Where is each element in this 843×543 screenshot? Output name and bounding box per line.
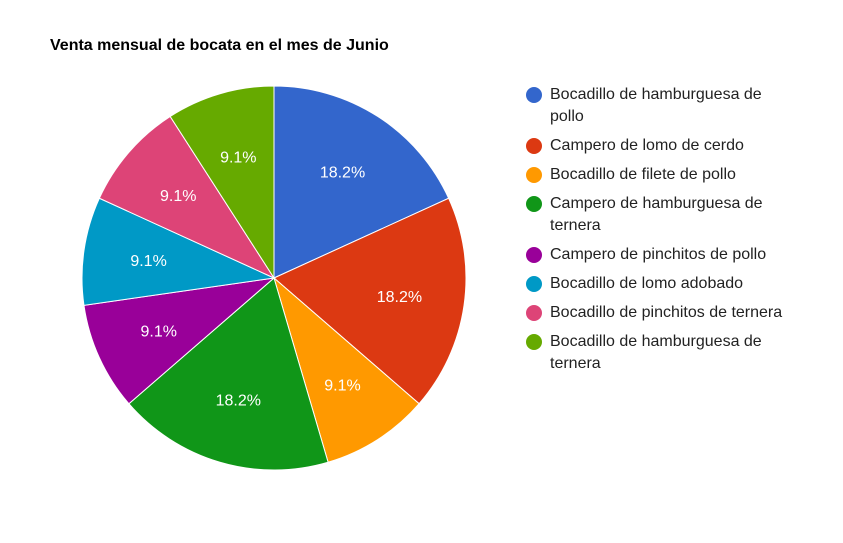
pie-slice-3 bbox=[273, 276, 420, 463]
chart-legend: Bocadillo de hamburguesa de pollo Campero… bbox=[526, 84, 796, 382]
pie-slice-5 bbox=[83, 277, 276, 405]
legend-label: Bocadillo de hamburguesa de ternera bbox=[550, 333, 762, 372]
slice-value-label: 18.2% bbox=[216, 393, 261, 410]
legend-swatch bbox=[526, 196, 542, 212]
legend-swatch bbox=[526, 247, 542, 263]
slice-value-label: 18.2% bbox=[320, 164, 365, 181]
legend-item: Bocadillo de pinchitos de ternera bbox=[526, 302, 796, 324]
legend-swatch bbox=[526, 334, 542, 350]
legend-label: Campero de lomo de cerdo bbox=[550, 137, 744, 154]
legend-swatch bbox=[526, 276, 542, 292]
pie-slice-8 bbox=[169, 85, 275, 280]
pie-slice-1 bbox=[273, 85, 450, 279]
slice-value-label: 9.1% bbox=[220, 149, 256, 166]
legend-item: Bocadillo de hamburguesa de pollo bbox=[526, 84, 796, 128]
legend-label: Bocadillo de hamburguesa de pollo bbox=[550, 86, 762, 125]
legend-swatch bbox=[526, 138, 542, 154]
legend-item: Bocadillo de hamburguesa de ternera bbox=[526, 331, 796, 375]
pie-slice-4 bbox=[128, 277, 329, 471]
legend-label: Bocadillo de filete de pollo bbox=[550, 166, 736, 183]
chart-title: Venta mensual de bocata en el mes de Jun… bbox=[50, 37, 389, 54]
legend-swatch bbox=[526, 87, 542, 103]
legend-label: Campero de hamburguesa de ternera bbox=[550, 195, 763, 234]
legend-item: Campero de pinchitos de pollo bbox=[526, 244, 796, 266]
slice-value-label: 9.1% bbox=[130, 253, 166, 270]
legend-swatch bbox=[526, 167, 542, 183]
legend-item: Campero de hamburguesa de ternera bbox=[526, 193, 796, 237]
slice-value-label: 9.1% bbox=[140, 324, 176, 341]
legend-item: Bocadillo de filete de pollo bbox=[526, 164, 796, 186]
slice-value-label: 9.1% bbox=[324, 378, 360, 395]
legend-label: Campero de pinchitos de pollo bbox=[550, 246, 767, 263]
pie-slice-7 bbox=[98, 115, 276, 280]
pie-slice-6 bbox=[81, 197, 276, 306]
slice-value-label: 18.2% bbox=[377, 289, 422, 306]
legend-item: Campero de lomo de cerdo bbox=[526, 135, 796, 157]
legend-label: Bocadillo de lomo adobado bbox=[550, 275, 744, 292]
legend-item: Bocadillo de lomo adobado bbox=[526, 273, 796, 295]
slice-value-label: 9.1% bbox=[160, 188, 196, 205]
legend-label: Bocadillo de pinchitos de ternera bbox=[550, 304, 783, 321]
legend-swatch bbox=[526, 305, 542, 321]
pie-slice-2 bbox=[273, 197, 467, 405]
